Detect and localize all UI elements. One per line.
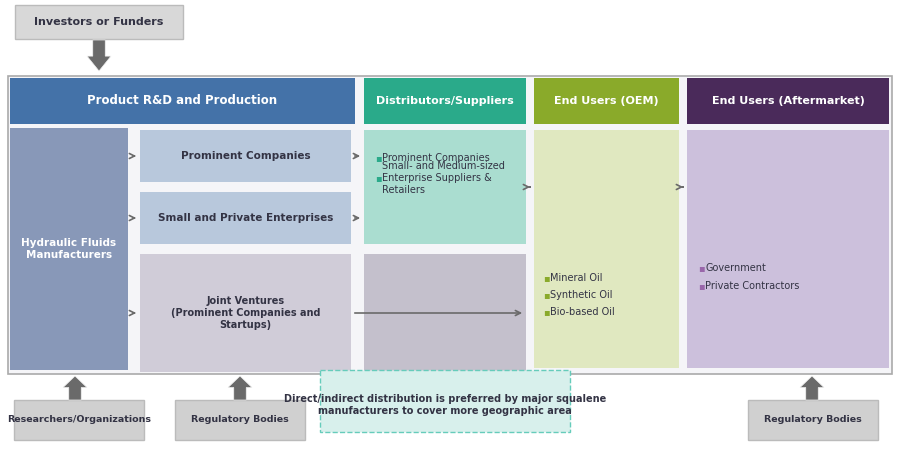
Polygon shape (63, 376, 87, 400)
Bar (364, 78, 526, 124)
Bar (687, 130, 889, 368)
Bar (534, 78, 679, 124)
Polygon shape (800, 376, 824, 400)
Text: Researchers/Organizations: Researchers/Organizations (7, 416, 151, 425)
Text: Synthetic Oil: Synthetic Oil (550, 289, 613, 299)
Text: Regulatory Bodies: Regulatory Bodies (191, 416, 289, 425)
Bar (687, 78, 889, 124)
Text: ▪: ▪ (543, 273, 550, 283)
Text: Mineral Oil: Mineral Oil (550, 273, 602, 283)
Bar (140, 130, 351, 182)
Bar (364, 130, 526, 244)
Bar (748, 400, 878, 440)
Bar (14, 400, 144, 440)
Text: ▪: ▪ (543, 307, 550, 317)
Bar (175, 400, 305, 440)
Bar (15, 5, 183, 39)
Text: ▪: ▪ (375, 153, 382, 163)
Text: Small- and Medium-sized
Enterprise Suppliers &
Retailers: Small- and Medium-sized Enterprise Suppl… (382, 160, 505, 196)
Bar (534, 130, 679, 368)
Text: Prominent Companies: Prominent Companies (382, 153, 490, 163)
Text: ▪: ▪ (698, 281, 705, 291)
Text: Small and Private Enterprises: Small and Private Enterprises (158, 213, 333, 223)
Text: ▪: ▪ (543, 289, 550, 299)
Text: Hydraulic Fluids
Manufacturers: Hydraulic Fluids Manufacturers (22, 238, 117, 260)
Polygon shape (87, 40, 111, 71)
Bar (320, 370, 570, 432)
Text: Product R&D and Production: Product R&D and Production (87, 95, 277, 108)
Text: Investors or Funders: Investors or Funders (34, 17, 164, 27)
Text: Joint Ventures
(Prominent Companies and
Startups): Joint Ventures (Prominent Companies and … (171, 296, 320, 330)
Text: Direct/indirect distribution is preferred by major squalene
manufacturers to cov: Direct/indirect distribution is preferre… (284, 394, 606, 416)
Bar (140, 254, 351, 372)
Polygon shape (228, 376, 252, 400)
Text: Bio-based Oil: Bio-based Oil (550, 307, 615, 317)
Text: Distributors/Suppliers: Distributors/Suppliers (376, 96, 514, 106)
Bar (364, 254, 526, 372)
Bar (140, 192, 351, 244)
Text: Regulatory Bodies: Regulatory Bodies (764, 416, 862, 425)
Text: Prominent Companies: Prominent Companies (181, 151, 310, 161)
Bar (10, 78, 355, 124)
Text: Government: Government (705, 263, 766, 273)
Bar (10, 128, 128, 370)
Polygon shape (423, 372, 467, 402)
Text: ▪: ▪ (375, 173, 382, 183)
Text: ▪: ▪ (698, 263, 705, 273)
Bar (8, 76, 892, 374)
Text: End Users (OEM): End Users (OEM) (554, 96, 659, 106)
Text: Private Contractors: Private Contractors (705, 281, 799, 291)
Text: End Users (Aftermarket): End Users (Aftermarket) (712, 96, 864, 106)
